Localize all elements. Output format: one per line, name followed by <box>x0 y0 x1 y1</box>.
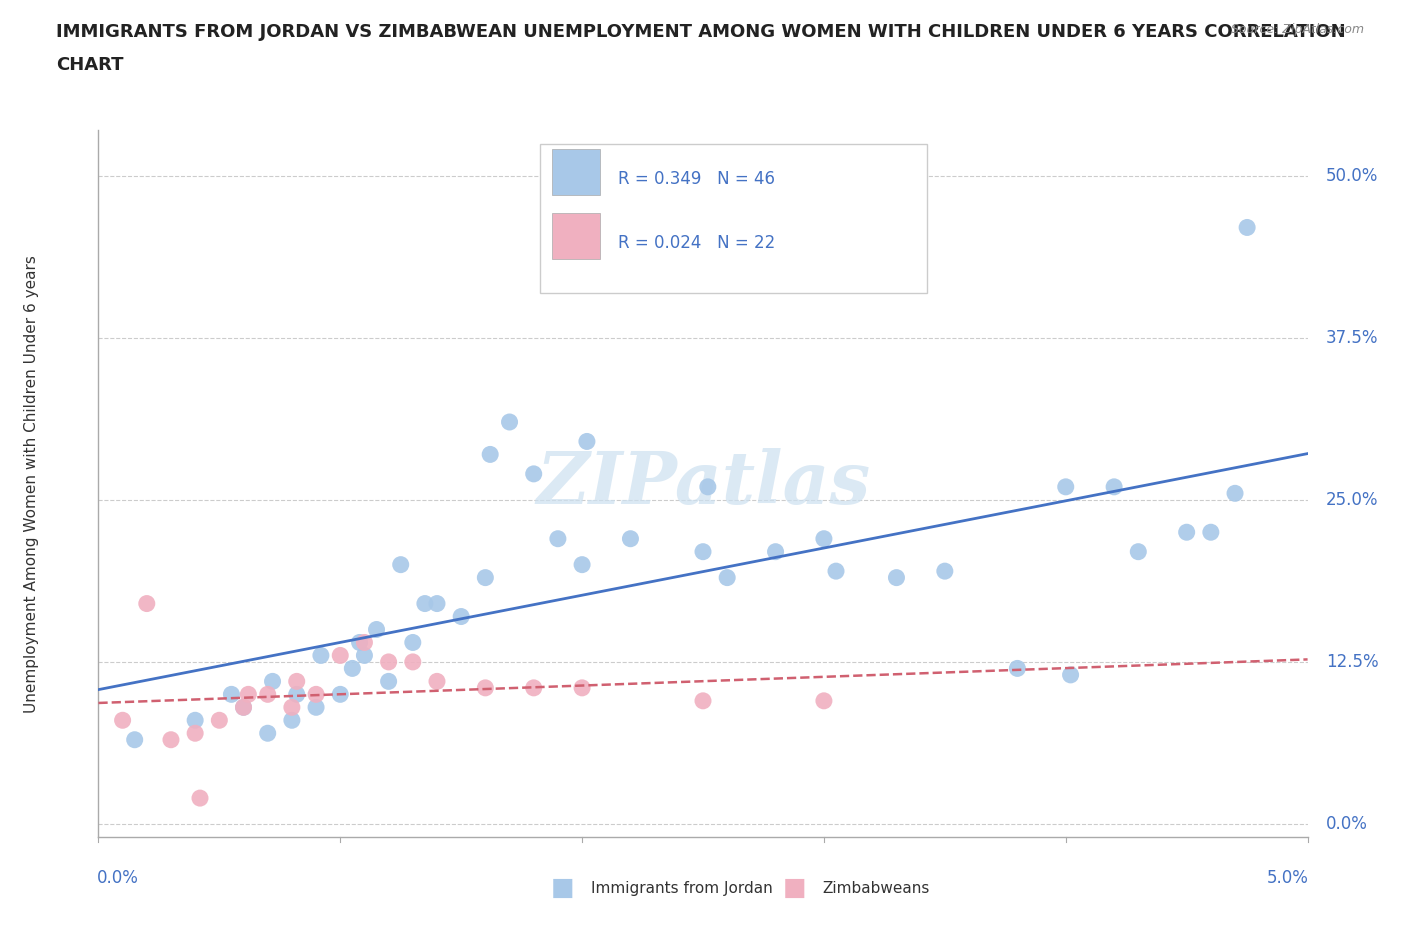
Point <box>281 700 304 715</box>
Point <box>329 648 352 663</box>
Point <box>450 609 472 624</box>
Point <box>575 434 598 449</box>
Point <box>692 694 714 709</box>
FancyBboxPatch shape <box>551 150 600 195</box>
Point <box>479 447 502 462</box>
Point <box>571 557 593 572</box>
Point <box>1175 525 1198 539</box>
Point <box>1128 544 1150 559</box>
Point <box>426 674 449 689</box>
Point <box>1007 661 1029 676</box>
Point <box>329 687 352 702</box>
Text: ■: ■ <box>783 876 806 900</box>
Point <box>305 687 328 702</box>
Point <box>886 570 908 585</box>
Point <box>1236 220 1258 235</box>
Point <box>238 687 260 702</box>
Text: 37.5%: 37.5% <box>1326 328 1378 347</box>
Point <box>342 661 364 676</box>
Text: R = 0.349   N = 46: R = 0.349 N = 46 <box>619 170 775 188</box>
Point <box>523 681 546 696</box>
Point <box>281 712 304 727</box>
Point <box>184 712 207 727</box>
Point <box>188 790 211 805</box>
FancyBboxPatch shape <box>551 213 600 259</box>
Text: Zimbabweans: Zimbabweans <box>823 881 929 896</box>
Point <box>366 622 388 637</box>
Point <box>696 479 718 494</box>
Point <box>402 635 425 650</box>
Point <box>389 557 412 572</box>
Point <box>309 648 332 663</box>
Point <box>402 655 425 670</box>
Text: 5.0%: 5.0% <box>1267 869 1309 887</box>
Point <box>285 674 308 689</box>
Point <box>285 687 308 702</box>
Point <box>353 648 375 663</box>
Point <box>692 544 714 559</box>
Point <box>262 674 284 689</box>
Point <box>619 531 641 546</box>
Point <box>1223 485 1246 500</box>
Point <box>135 596 157 611</box>
Text: ZIPatlas: ZIPatlas <box>536 448 870 519</box>
Point <box>256 725 278 740</box>
Point <box>232 700 254 715</box>
Point <box>160 732 183 747</box>
Point <box>1059 668 1081 683</box>
Text: 50.0%: 50.0% <box>1326 166 1378 184</box>
Point <box>232 700 254 715</box>
Point <box>256 687 278 702</box>
Text: 0.0%: 0.0% <box>97 869 139 887</box>
Text: R = 0.024   N = 22: R = 0.024 N = 22 <box>619 234 776 252</box>
Text: CHART: CHART <box>56 56 124 73</box>
Point <box>124 732 146 747</box>
Point <box>221 687 243 702</box>
Point <box>765 544 787 559</box>
Point <box>377 674 399 689</box>
Text: Source: ZipAtlas.com: Source: ZipAtlas.com <box>1230 23 1364 36</box>
Point <box>377 655 399 670</box>
Point <box>716 570 738 585</box>
Point <box>547 531 569 546</box>
Point <box>813 694 835 709</box>
Point <box>934 564 956 578</box>
Point <box>349 635 371 650</box>
Point <box>1054 479 1077 494</box>
Point <box>474 681 496 696</box>
Point <box>1102 479 1125 494</box>
Point <box>523 467 546 482</box>
Text: 12.5%: 12.5% <box>1326 653 1378 671</box>
Point <box>1199 525 1222 539</box>
Point <box>353 635 375 650</box>
Text: 0.0%: 0.0% <box>1326 815 1368 833</box>
FancyBboxPatch shape <box>540 144 927 293</box>
Point <box>426 596 449 611</box>
Text: Immigrants from Jordan: Immigrants from Jordan <box>591 881 772 896</box>
Point <box>413 596 436 611</box>
Point <box>825 564 848 578</box>
Point <box>305 700 328 715</box>
Point <box>111 712 134 727</box>
Point <box>813 531 835 546</box>
Point <box>474 570 496 585</box>
Point <box>184 725 207 740</box>
Point <box>571 681 593 696</box>
Text: ■: ■ <box>551 876 574 900</box>
Point <box>208 712 231 727</box>
Text: 25.0%: 25.0% <box>1326 491 1378 509</box>
Text: IMMIGRANTS FROM JORDAN VS ZIMBABWEAN UNEMPLOYMENT AMONG WOMEN WITH CHILDREN UNDE: IMMIGRANTS FROM JORDAN VS ZIMBABWEAN UNE… <box>56 23 1346 41</box>
Point <box>498 415 520 430</box>
Text: Unemployment Among Women with Children Under 6 years: Unemployment Among Women with Children U… <box>24 255 39 712</box>
